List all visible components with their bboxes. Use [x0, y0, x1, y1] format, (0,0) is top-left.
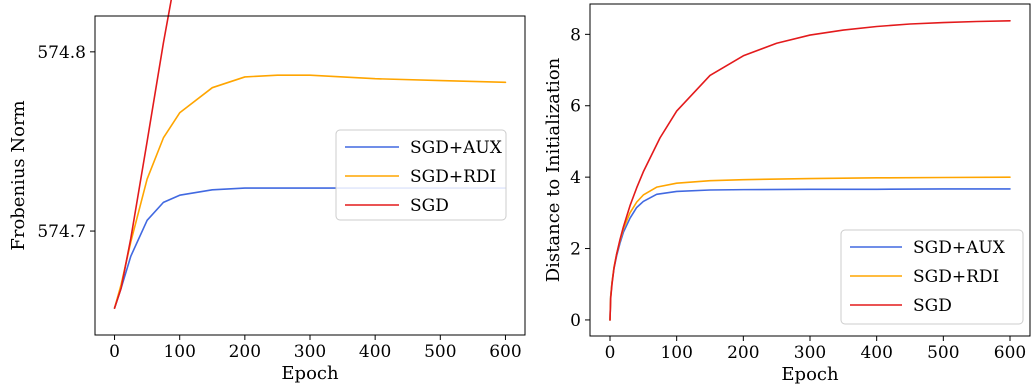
legend-box	[840, 229, 1024, 325]
x-axis-label: Epoch	[281, 363, 339, 384]
legend: SGD+AUX SGD+RDI SGD	[840, 229, 1024, 325]
x-axis-label: Epoch	[781, 364, 839, 385]
x-tick-label: 0	[109, 342, 120, 362]
y-tick-label: 574.8	[37, 43, 86, 63]
legend-label: SGD+AUX	[913, 238, 1006, 258]
legend-label: SGD+RDI	[410, 167, 496, 187]
x-tick-label: 500	[927, 343, 959, 363]
y-tick-label: 8	[570, 25, 581, 45]
x-tick-label: 600	[489, 342, 521, 362]
x-tick-label: 200	[727, 343, 759, 363]
legend-label: SGD+RDI	[913, 267, 999, 287]
legend-label: SGD	[913, 296, 952, 316]
x-tick-label: 0	[605, 343, 616, 363]
y-tick-label: 6	[570, 97, 581, 117]
legend-box	[335, 129, 507, 221]
y-axis-label: Frobenius Norm	[8, 100, 29, 250]
x-tick-label: 300	[294, 342, 326, 362]
series-line-sgd	[609, 19, 1011, 321]
x-tick-label: 600	[994, 343, 1026, 363]
x-tick-label: 200	[229, 342, 261, 362]
y-tick-label: 2	[570, 240, 581, 260]
x-tick-label: 100	[163, 342, 195, 362]
legend-label: SGD+AUX	[410, 138, 503, 158]
legend-label: SGD	[410, 196, 449, 216]
y-axis-label: Distance to Initialization	[543, 57, 564, 282]
y-tick-label: 574.7	[37, 222, 86, 242]
chart-panel-2: 0 100 200 300 400 500 600 0 2 4 6 8 Epoch Distance to…	[543, 3, 1031, 385]
y-tick-label: 4	[570, 168, 581, 188]
x-tick-label: 100	[660, 343, 692, 363]
legend: SGD+AUX SGD+RDI SGD	[335, 129, 507, 221]
y-tick-label: 0	[570, 311, 581, 331]
x-tick-label: 400	[359, 342, 391, 362]
chart-panel-1: 0100200300400500600574.7574.8574.9575.0E…	[8, 0, 526, 384]
x-tick-label: 400	[860, 343, 892, 363]
x-tick-label: 300	[794, 343, 826, 363]
x-tick-label: 500	[424, 342, 456, 362]
series-line-sgd	[113, 0, 173, 309]
